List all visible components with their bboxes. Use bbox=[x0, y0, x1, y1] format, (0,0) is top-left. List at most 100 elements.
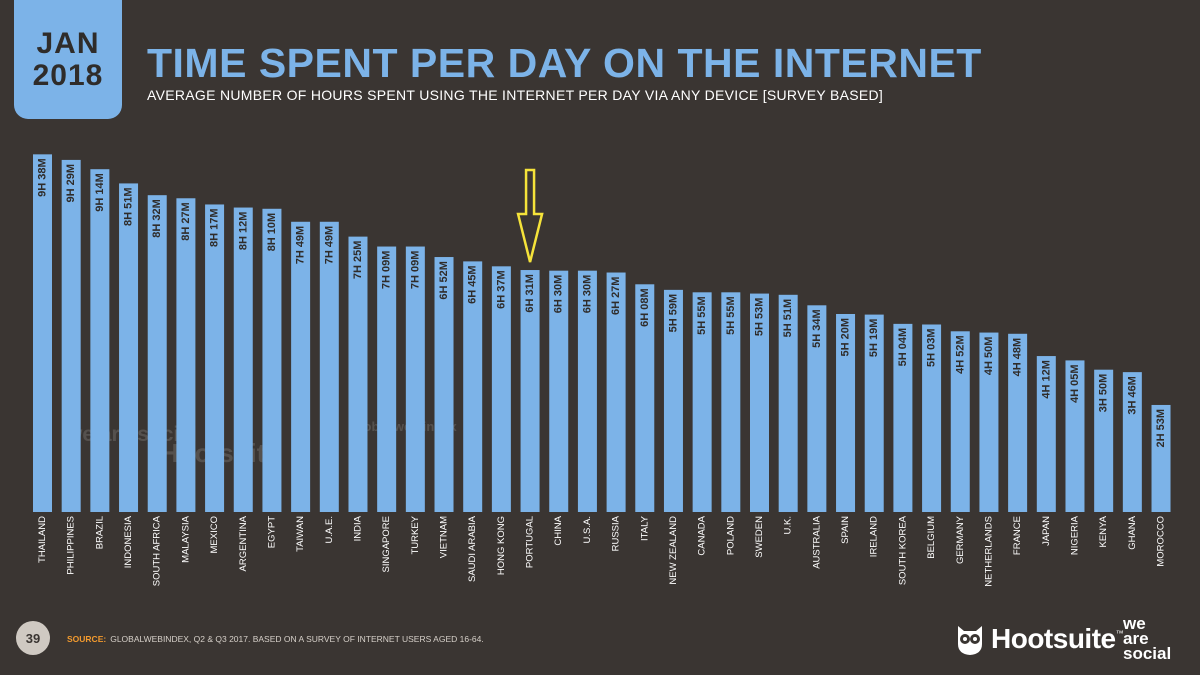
category-label: BELGIUM bbox=[926, 516, 937, 559]
bar-taiwan bbox=[291, 221, 311, 513]
bar-vietnam bbox=[434, 257, 454, 512]
hootsuite-tm: ™ bbox=[1115, 629, 1124, 638]
source-label: SOURCE: bbox=[67, 634, 107, 644]
source-text: GLOBALWEBINDEX, Q2 & Q3 2017. BASED ON A… bbox=[110, 634, 484, 644]
bar-belgium bbox=[922, 324, 942, 512]
bar-u-s-a- bbox=[577, 270, 597, 512]
category-label: VIETNAM bbox=[439, 516, 450, 558]
category-label: GHANA bbox=[1127, 515, 1138, 549]
bar-egypt bbox=[262, 208, 282, 512]
bar-thailand bbox=[33, 154, 52, 512]
value-label: 6H 27M bbox=[610, 277, 622, 316]
page-title: TIME SPENT PER DAY ON THE INTERNET bbox=[147, 40, 982, 86]
value-label: 3H 46M bbox=[1126, 376, 1138, 415]
value-label: 7H 25M bbox=[352, 241, 364, 280]
bar-morocco bbox=[1151, 404, 1171, 512]
hootsuite-logo: Hootsuite ™ bbox=[955, 619, 1124, 659]
value-label: 6H 45M bbox=[467, 265, 479, 304]
value-label: 8H 27M bbox=[180, 202, 192, 241]
category-label: HONG KONG bbox=[496, 516, 507, 575]
value-label: 4H 12M bbox=[1040, 360, 1052, 399]
bar-spain bbox=[836, 313, 856, 512]
value-label: 7H 49M bbox=[295, 226, 307, 265]
bar-new-zealand bbox=[663, 289, 683, 512]
value-label: 6H 30M bbox=[581, 275, 593, 314]
category-label: INDIA bbox=[352, 515, 363, 541]
value-label: 6H 52M bbox=[438, 261, 450, 300]
category-label: ITALY bbox=[639, 515, 650, 541]
bar-russia bbox=[606, 272, 626, 512]
category-label: BRAZIL bbox=[94, 516, 105, 549]
category-label: MEXICO bbox=[209, 516, 220, 553]
category-label: PORTUGAL bbox=[525, 516, 536, 568]
value-label: 9H 29M bbox=[65, 164, 77, 203]
category-label: NIGERIA bbox=[1069, 515, 1080, 555]
value-label: 6H 37M bbox=[495, 270, 507, 309]
bar-indonesia bbox=[119, 183, 139, 512]
category-label: NETHERLANDS bbox=[983, 516, 994, 587]
we-are-social-logo: we are social bbox=[1123, 614, 1172, 663]
value-label: 8H 12M bbox=[237, 212, 249, 251]
bar-malaysia bbox=[176, 198, 196, 512]
bar-portugal bbox=[520, 270, 540, 512]
category-label: IRELAND bbox=[869, 516, 880, 557]
category-label: INDONESIA bbox=[123, 515, 134, 568]
bars-group: 9H 38M THAILAND 9H 29M PHILIPPINES 9H 14M BRA… bbox=[33, 154, 1171, 587]
category-label: SAUDI ARABIA bbox=[467, 515, 478, 582]
category-label: GERMANY bbox=[955, 515, 966, 564]
bar-singapore bbox=[377, 246, 397, 513]
value-label: 8H 10M bbox=[266, 213, 278, 252]
badge-year: 2018 bbox=[32, 58, 104, 92]
bar-australia bbox=[807, 305, 827, 512]
value-label: 3H 50M bbox=[1098, 374, 1110, 413]
value-label: 7H 09M bbox=[409, 251, 421, 290]
value-label: 2H 53M bbox=[1155, 409, 1167, 448]
category-label: CHINA bbox=[553, 515, 564, 545]
category-label: U.A.E. bbox=[324, 516, 335, 543]
category-label: SOUTH KOREA bbox=[897, 515, 908, 585]
bar-turkey bbox=[405, 246, 425, 513]
highlight-arrow-icon bbox=[516, 168, 544, 263]
value-label: 4H 48M bbox=[1012, 338, 1024, 377]
bar-ghana bbox=[1122, 372, 1142, 512]
value-label: 5H 55M bbox=[696, 296, 708, 335]
category-label: SWEDEN bbox=[754, 516, 765, 558]
hootsuite-logo-text: Hootsuite bbox=[991, 623, 1116, 654]
bar-netherlands bbox=[979, 332, 999, 512]
value-label: 5H 20M bbox=[840, 318, 852, 357]
value-label: 4H 50M bbox=[983, 337, 995, 376]
value-label: 7H 09M bbox=[381, 251, 393, 290]
value-label: 5H 53M bbox=[754, 298, 766, 337]
bar-mexico bbox=[205, 204, 225, 512]
category-label: JAPAN bbox=[1041, 516, 1052, 546]
category-label: SOUTH AFRICA bbox=[152, 515, 163, 586]
bar-japan bbox=[1036, 356, 1056, 512]
value-label: 7H 49M bbox=[323, 226, 335, 265]
value-label: 8H 51M bbox=[123, 187, 135, 226]
bar-china bbox=[549, 270, 569, 512]
category-label: U.K. bbox=[783, 516, 794, 534]
category-label: TURKEY bbox=[410, 515, 421, 554]
category-label: MALAYSIA bbox=[180, 515, 191, 562]
category-label: FRANCE bbox=[1012, 516, 1023, 555]
arrow-shape bbox=[516, 168, 544, 263]
category-label: THAILAND bbox=[37, 516, 48, 563]
value-label: 5H 55M bbox=[725, 296, 737, 335]
badge-month: JAN bbox=[36, 26, 100, 60]
bar-poland bbox=[721, 292, 741, 512]
page-number: 39 bbox=[16, 621, 50, 655]
category-label: RUSSIA bbox=[611, 515, 622, 551]
category-label: MOROCCO bbox=[1156, 516, 1167, 567]
value-label: 5H 59M bbox=[667, 294, 679, 333]
category-label: POLAND bbox=[725, 516, 736, 555]
category-label: CANADA bbox=[697, 515, 708, 555]
bar-france bbox=[1008, 333, 1028, 512]
bar-argentina bbox=[233, 207, 253, 513]
category-label: SINGAPORE bbox=[381, 516, 392, 573]
category-label: EGYPT bbox=[266, 516, 277, 548]
value-label: 4H 05M bbox=[1069, 364, 1081, 403]
bar-sweden bbox=[750, 293, 769, 512]
value-label: 5H 19M bbox=[868, 319, 880, 358]
date-badge: JAN 2018 bbox=[14, 0, 122, 119]
